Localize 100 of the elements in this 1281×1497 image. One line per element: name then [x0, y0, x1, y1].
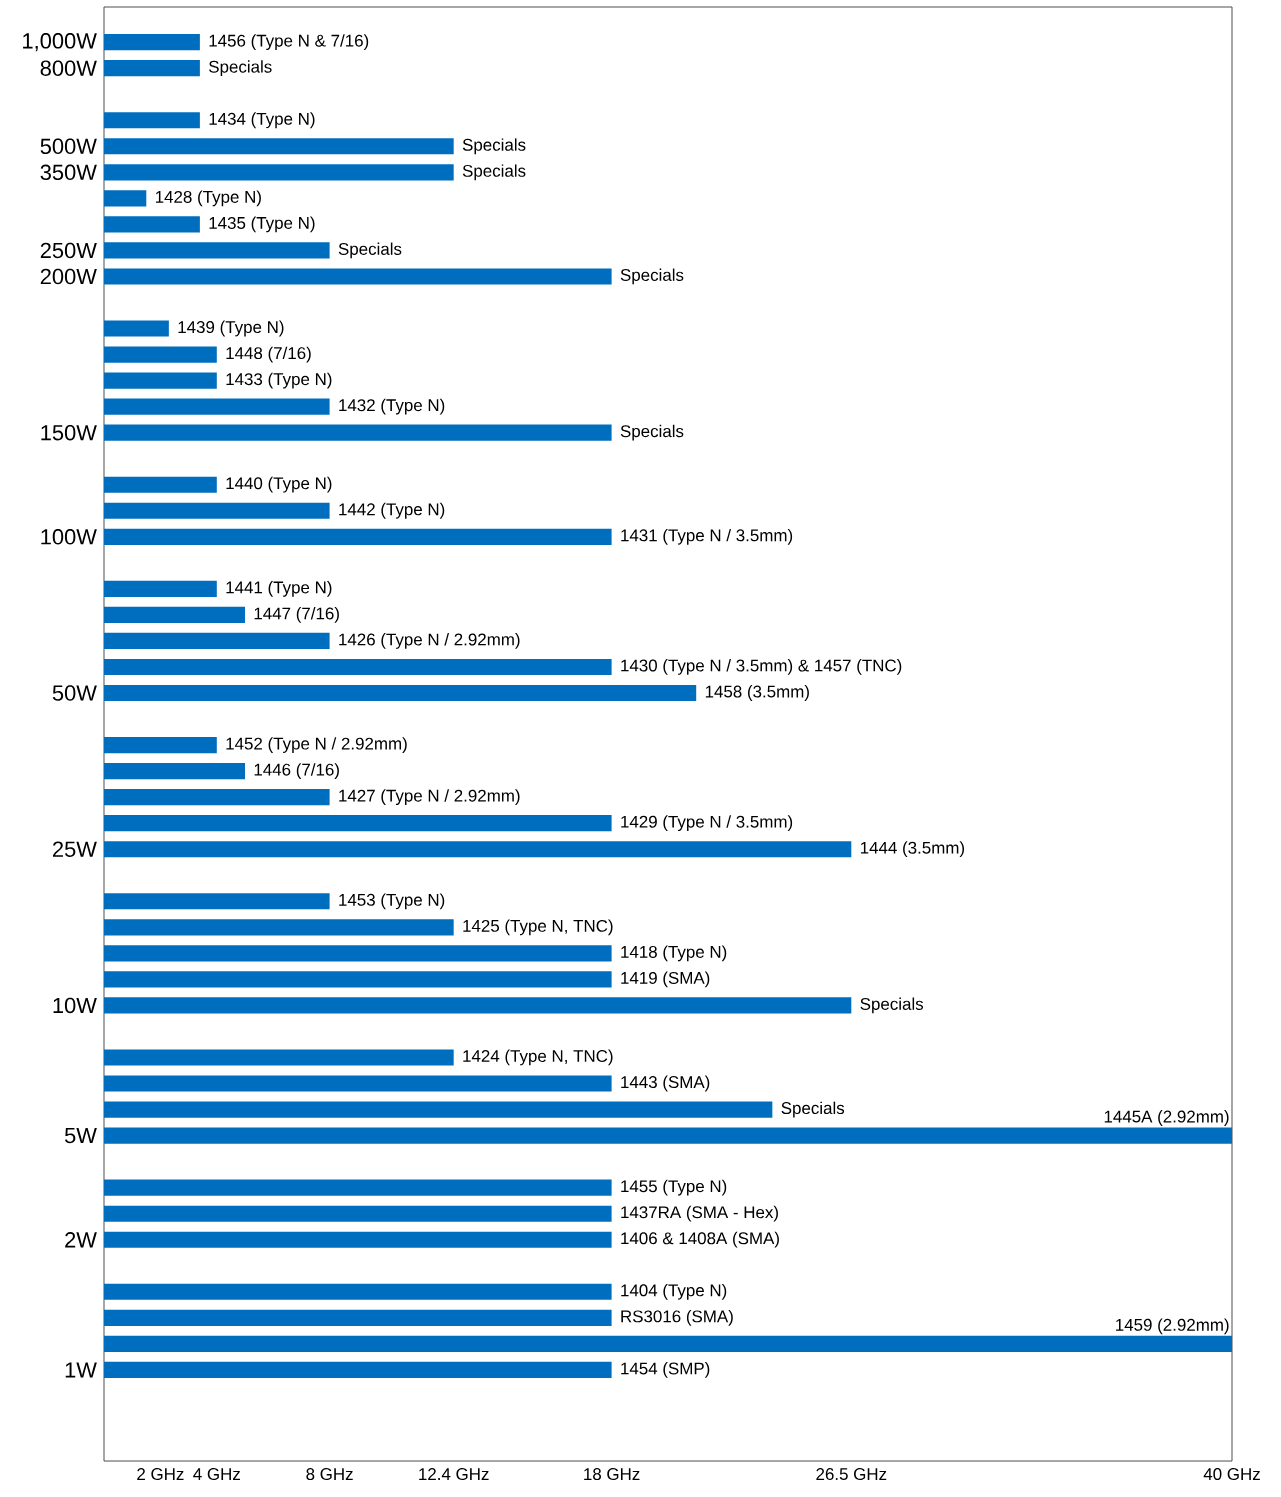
x-tick-label: 4 GHz [193, 1468, 240, 1481]
annotation: 1432 (Type N) [339, 398, 445, 415]
annotation: 1419 (SMA) [621, 971, 710, 988]
annotation: 1448 (7/16) [226, 346, 311, 363]
bar [104, 919, 454, 936]
annotation: 1440 (Type N) [226, 476, 332, 493]
annotation: 1446 (7/16) [254, 763, 339, 779]
y-tick-label: 200W [40, 268, 97, 285]
bar [104, 1309, 612, 1326]
bar [104, 112, 200, 129]
bar [104, 997, 852, 1014]
x-tick-label: 12.4 GHz [419, 1468, 489, 1481]
annotation: 1453 (Type N) [339, 893, 445, 910]
annotation: 1447 (7/16) [254, 607, 339, 623]
annotation: Specials [620, 268, 684, 285]
bar [104, 580, 217, 597]
annotation: 1444 (3.5mm) [860, 841, 965, 858]
y-tick-label: 5W [64, 1127, 97, 1144]
y-tick-label: 800W [40, 60, 97, 76]
bar [104, 60, 200, 77]
bar [104, 737, 217, 754]
annotation: 1418 (Type N) [621, 945, 727, 962]
y-tick-label: 10W [53, 997, 97, 1014]
annotation: 1431 (Type N / 3.5mm) [621, 528, 793, 545]
annotation: 1406 & 1408A (SMA) [621, 1231, 779, 1248]
annotation: Specials [209, 60, 272, 77]
annotation: 1459 (2.92mm) [1116, 1318, 1229, 1335]
bar [104, 502, 330, 519]
annotation: Specials [462, 164, 526, 181]
bar [104, 945, 612, 962]
y-tick-label: 250W [40, 242, 97, 259]
bar [104, 1283, 612, 1300]
bar [104, 138, 454, 155]
bar [104, 763, 245, 780]
annotation: Specials [462, 138, 526, 155]
x-tick-label: 26.5 GHz [816, 1468, 887, 1481]
bar [104, 34, 200, 51]
bar [104, 1075, 612, 1092]
bar [104, 971, 612, 988]
bar [104, 372, 217, 389]
bar [104, 841, 852, 858]
y-tick-label: 500W [40, 138, 97, 155]
bar [104, 658, 612, 676]
annotation: 1443 (SMA) [621, 1075, 710, 1092]
annotation: 1425 (Type N, TNC) [463, 919, 613, 936]
x-tick-label: 8 GHz [306, 1468, 353, 1481]
bar [104, 242, 330, 259]
annotation: 1452 (Type N / 2.92mm) [226, 737, 407, 753]
x-tick-label: 18 GHz [584, 1468, 640, 1481]
annotation: 1427 (Type N / 2.92mm) [339, 789, 520, 806]
y-tick-label: 25W [52, 841, 97, 857]
annotation: 1428 (Type N) [155, 190, 261, 207]
annotation: 1456 (Type N & 7/16) [209, 34, 369, 51]
bar [104, 190, 147, 207]
bar [104, 424, 612, 441]
annotation: Specials [860, 997, 924, 1014]
bar [104, 216, 200, 233]
y-tick-label: 150W [41, 424, 97, 441]
annotation: 1424 (Type N, TNC) [463, 1049, 613, 1066]
bar [104, 789, 330, 806]
annotation: 1437RA (SMA - Hex) [621, 1205, 778, 1222]
annotation: 1426 (Type N / 2.92mm) [339, 633, 520, 649]
y-tick-label: 100W [41, 529, 97, 545]
bar [104, 164, 454, 181]
bar [104, 1205, 612, 1222]
x-tick-label: 2 GHz [137, 1468, 184, 1481]
bar [104, 268, 612, 285]
bar [104, 1361, 612, 1378]
y-tick-label: 350W [40, 164, 97, 181]
bar [104, 398, 330, 415]
annotation: 1439 (Type N) [178, 320, 284, 337]
bar [104, 528, 612, 545]
bar [104, 320, 169, 337]
annotation: 1441 (Type N) [226, 580, 332, 597]
y-tick-label: 50W [52, 685, 97, 701]
annotation: 1435 (Type N) [209, 216, 315, 233]
y-tick-label: 1W [65, 1362, 97, 1378]
annotation: Specials [781, 1101, 845, 1118]
bar [104, 1127, 1233, 1144]
annotation: 1442 (Type N) [339, 502, 445, 519]
annotation: 1404 (Type N) [621, 1283, 727, 1300]
annotation: 1429 (Type N / 3.5mm) [621, 815, 793, 832]
bar [104, 893, 330, 910]
x-tick-label: 40 GHz [1203, 1468, 1260, 1481]
bar [104, 1049, 454, 1066]
annotation: 1430 (Type N / 3.5mm) & 1457 (TNC) [621, 659, 902, 675]
y-tick-label: 2W [65, 1232, 97, 1248]
bar [104, 1101, 773, 1118]
annotation: 1454 (SMP) [621, 1362, 710, 1378]
bar [104, 606, 245, 623]
annotation: 1458 (3.5mm) [705, 685, 809, 701]
annotation: 1445A (2.92mm) [1104, 1110, 1229, 1126]
bar [104, 632, 330, 650]
bar [104, 815, 612, 832]
bar [104, 1179, 612, 1196]
annotation: Specials [620, 424, 684, 441]
bar [104, 1335, 1233, 1352]
bar [104, 476, 217, 493]
annotation: RS3016 (SMA) [621, 1309, 733, 1326]
bar [104, 684, 697, 702]
